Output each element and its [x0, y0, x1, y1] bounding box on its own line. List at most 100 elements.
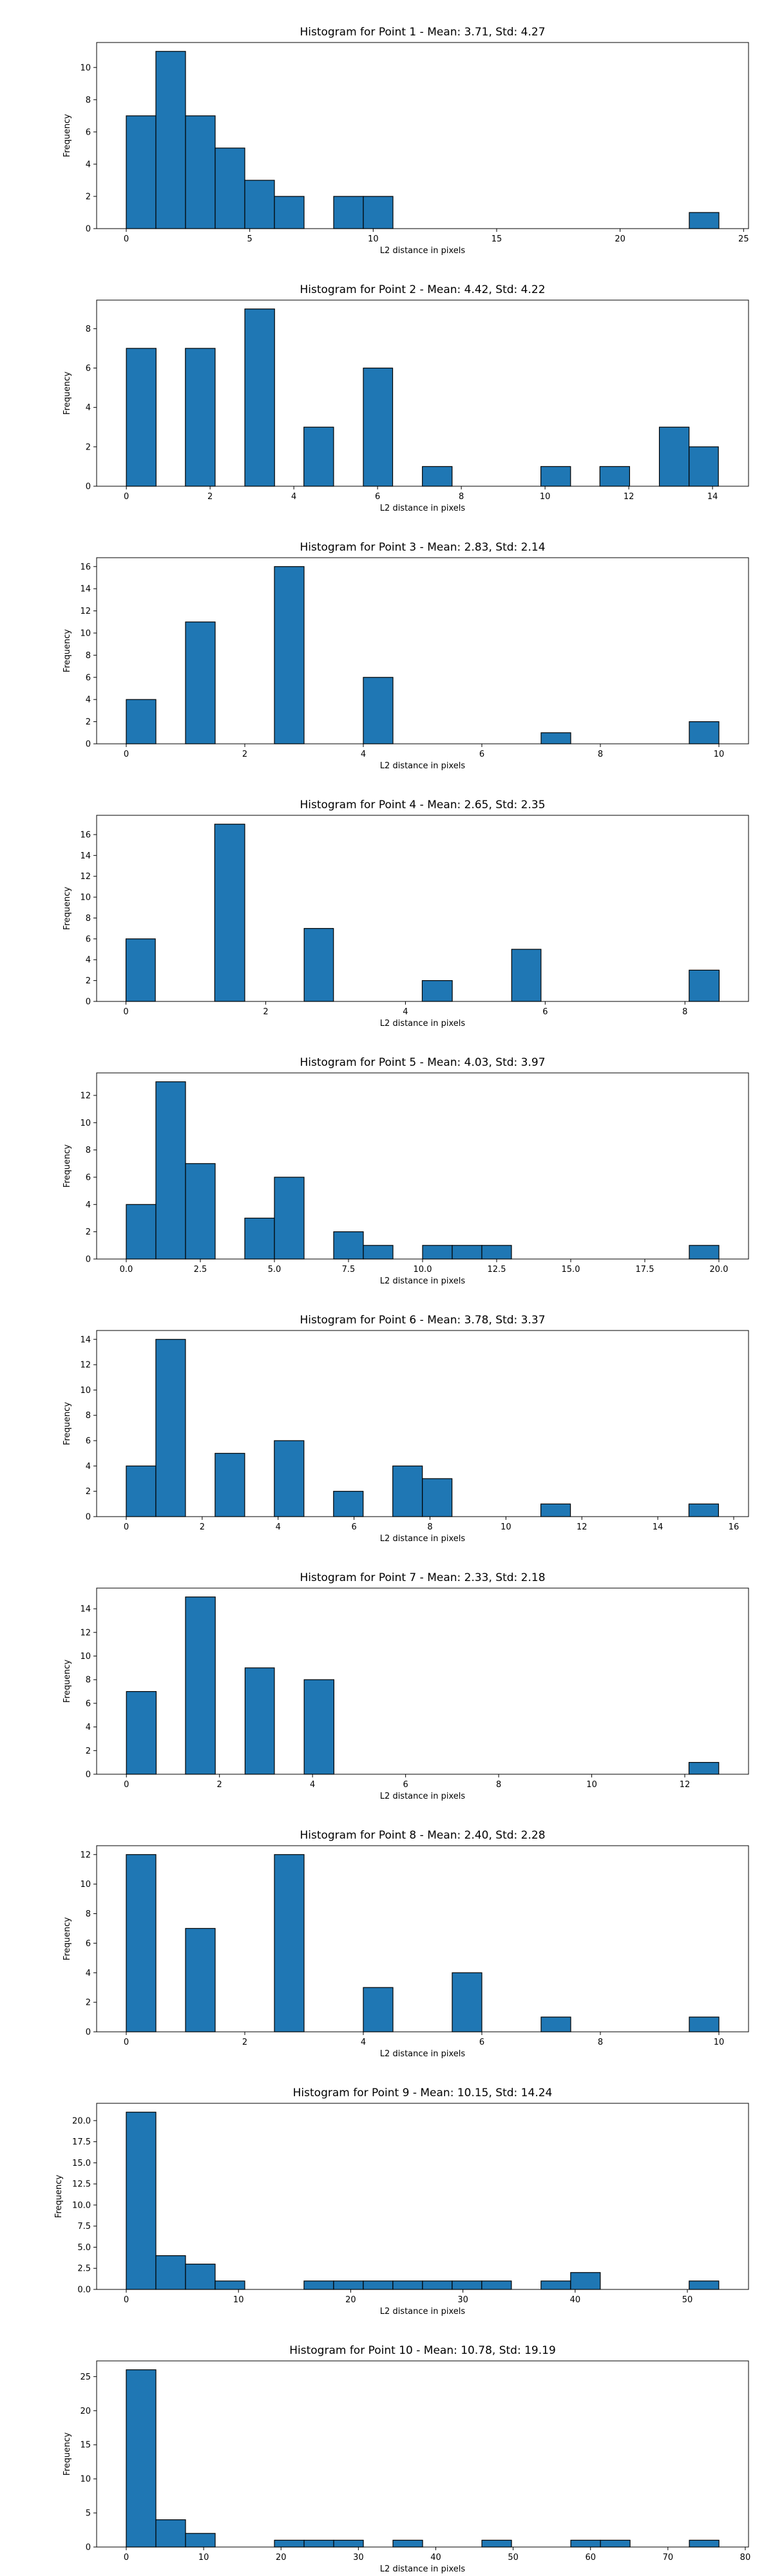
histogram-bar — [540, 2016, 571, 2032]
y-axis-label: Frequency — [62, 372, 72, 415]
y-axis-label: Frequency — [62, 1402, 72, 1445]
y-tick-label: 2 — [86, 1487, 91, 1497]
x-tick-label: 20.0 — [710, 1265, 729, 1274]
x-axis-label: L2 distance in pixels — [380, 504, 466, 513]
histogram-bar — [185, 2533, 216, 2548]
histogram-bar — [363, 2280, 394, 2290]
histogram-bar — [126, 1465, 157, 1517]
y-tick-label: 6 — [86, 1437, 91, 1446]
x-tick-label: 0 — [124, 750, 129, 759]
x-tick-label: 40 — [430, 2553, 441, 2562]
y-tick-label: 20 — [80, 2407, 91, 2416]
plot-area-frame — [96, 1330, 749, 1517]
x-tick-label: 12 — [624, 492, 635, 502]
y-axis-label: Frequency — [62, 1660, 72, 1703]
y-tick-label: 5 — [86, 2509, 91, 2519]
y-tick-label: 4 — [86, 160, 91, 169]
chart-title: Histogram for Point 5 - Mean: 4.03, Std:… — [300, 1056, 545, 1069]
histogram-bar — [244, 1217, 275, 1260]
x-tick-label: 10 — [714, 2038, 725, 2047]
y-axis-label: Frequency — [62, 1144, 72, 1188]
y-tick-label: 4 — [86, 956, 91, 965]
x-tick-label: 16 — [729, 1522, 740, 1532]
histogram-bar — [570, 2539, 601, 2548]
y-tick-label: 2 — [86, 717, 91, 727]
histogram-bar — [185, 1927, 216, 2032]
histogram-bar — [688, 1762, 720, 1775]
histogram-bar — [274, 1854, 305, 2032]
histogram-bar — [303, 928, 334, 1002]
y-tick-label: 5.0 — [77, 2243, 91, 2253]
histogram-bar — [126, 348, 157, 487]
plot-area-frame — [96, 42, 749, 229]
histogram-bar — [333, 1231, 364, 1260]
y-tick-label: 6 — [86, 1173, 91, 1182]
plot-area-frame — [96, 557, 749, 744]
x-tick-label: 0.0 — [120, 1265, 133, 1274]
x-tick-label: 50 — [682, 2295, 693, 2305]
x-tick-label: 0 — [124, 1522, 129, 1532]
x-tick-label: 2 — [242, 2038, 247, 2047]
y-tick-label: 0 — [86, 1513, 91, 1522]
y-tick-label: 4 — [86, 1723, 91, 1732]
x-axis-label: L2 distance in pixels — [380, 1276, 466, 1286]
x-tick-label: 50 — [508, 2553, 519, 2562]
y-tick-label: 10 — [80, 1652, 91, 1662]
histogram-bar — [155, 2519, 186, 2548]
x-tick-label: 30 — [353, 2553, 364, 2562]
x-tick-label: 0 — [124, 2553, 129, 2562]
x-tick-label: 2 — [263, 1007, 268, 1017]
y-tick-label: 20.0 — [72, 2116, 91, 2126]
x-tick-label: 7.5 — [342, 1265, 356, 1274]
y-tick-label: 10 — [80, 1880, 91, 1889]
histogram-bar — [274, 1177, 305, 1260]
histogram-chart-9: Histogram for Point 9 - Mean: 10.15, Std… — [54, 2087, 749, 2316]
histogram-bar — [422, 466, 453, 487]
y-tick-label: 0 — [86, 225, 91, 234]
histogram-bar — [274, 2539, 305, 2548]
y-tick-label: 2.5 — [77, 2264, 91, 2274]
histogram-bar — [215, 2280, 245, 2290]
histogram-chart-8: Histogram for Point 8 - Mean: 2.40, Std:… — [62, 1829, 749, 2059]
x-tick-label: 40 — [570, 2295, 581, 2305]
y-tick-label: 14 — [80, 1335, 91, 1345]
x-tick-label: 10 — [714, 750, 725, 759]
chart-title: Histogram for Point 1 - Mean: 3.71, Std:… — [300, 26, 545, 39]
y-tick-label: 10 — [80, 2475, 91, 2485]
x-tick-label: 12 — [577, 1522, 587, 1532]
x-tick-label: 8 — [459, 492, 464, 502]
y-tick-label: 2 — [86, 442, 91, 452]
histogram-bar — [185, 348, 216, 487]
histogram-bar — [540, 466, 571, 487]
histogram-bar — [155, 2255, 186, 2290]
histogram-bar — [244, 308, 275, 487]
x-tick-label: 4 — [310, 1780, 315, 1790]
y-tick-label: 12 — [80, 872, 91, 882]
x-tick-label: 14 — [653, 1522, 663, 1532]
histogram-bar — [392, 1465, 423, 1517]
histogram-bar — [333, 2539, 364, 2548]
histogram-bar — [215, 147, 245, 229]
y-tick-label: 6 — [86, 364, 91, 374]
chart-title: Histogram for Point 9 - Mean: 10.15, Std… — [293, 2087, 553, 2099]
y-tick-label: 14 — [80, 851, 91, 861]
y-tick-label: 2 — [86, 976, 91, 986]
x-tick-label: 6 — [351, 1522, 356, 1532]
x-tick-label: 4 — [291, 492, 296, 502]
histogram-bar — [452, 1245, 482, 1260]
y-tick-label: 14 — [80, 585, 91, 594]
y-tick-label: 0 — [86, 2028, 91, 2038]
y-tick-label: 10 — [80, 63, 91, 73]
y-tick-label: 8 — [86, 1411, 91, 1421]
histogram-bar — [363, 196, 394, 229]
histogram-bar — [214, 824, 245, 1002]
x-tick-label: 5.0 — [268, 1265, 282, 1274]
x-tick-label: 0 — [124, 2295, 129, 2305]
histogram-bar — [244, 1667, 275, 1775]
y-tick-label: 12 — [80, 1628, 91, 1638]
histogram-bar — [155, 1081, 186, 1260]
y-tick-label: 2 — [86, 1747, 91, 1756]
y-tick-label: 7.5 — [77, 2222, 91, 2231]
histogram-bar — [303, 1679, 334, 1775]
x-axis-label: L2 distance in pixels — [380, 1019, 466, 1028]
